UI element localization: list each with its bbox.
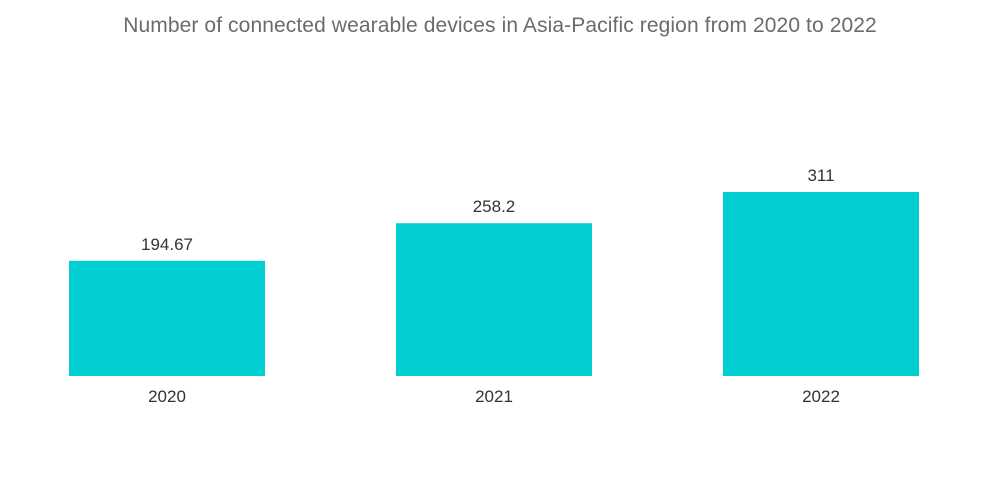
x-tick-label-2020: 2020 xyxy=(148,387,186,406)
value-label-2020: 194.67 xyxy=(141,235,193,254)
value-label-2021: 258.2 xyxy=(473,197,516,216)
value-label-2022: 311 xyxy=(807,166,834,185)
chart-title: Number of connected wearable devices in … xyxy=(123,14,877,37)
bars-group xyxy=(69,192,919,376)
value-labels-group: 194.67 258.2 311 xyxy=(141,166,835,254)
bar-2021 xyxy=(396,223,592,376)
x-tick-labels-group: 2020 2021 2022 xyxy=(148,387,840,406)
x-tick-label-2021: 2021 xyxy=(475,387,513,406)
x-tick-label-2022: 2022 xyxy=(802,387,840,406)
bar-2020 xyxy=(69,260,265,376)
bar-2022 xyxy=(723,192,919,376)
